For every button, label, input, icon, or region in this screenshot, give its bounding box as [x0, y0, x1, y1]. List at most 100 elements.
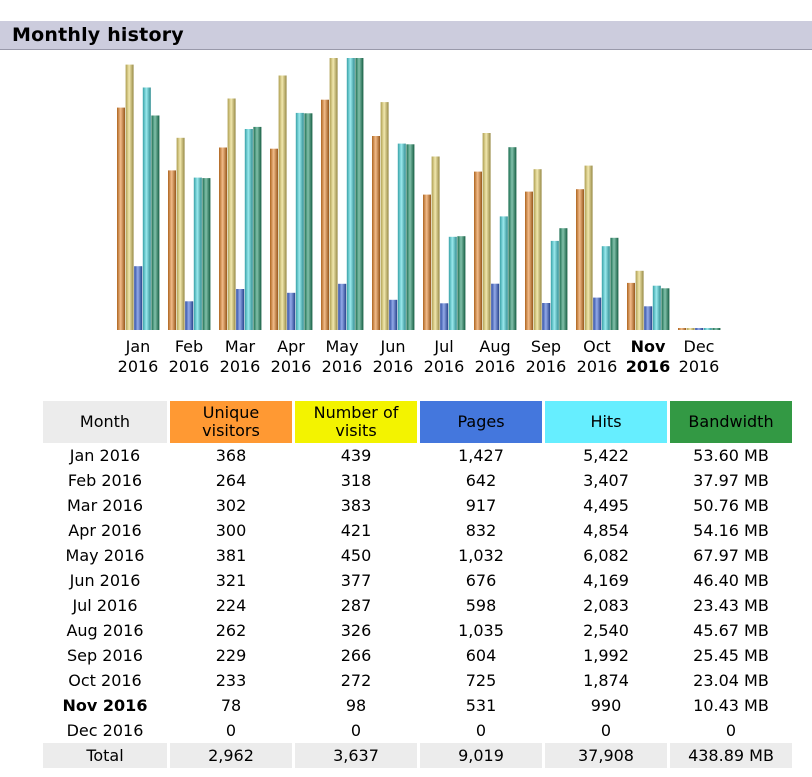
bar-pages-jan [134, 266, 143, 330]
cell-month: Jun 2016 [69, 571, 141, 590]
total-cell-pages: 9,019 [420, 743, 542, 768]
total-cell-hits: 37,908 [545, 743, 667, 768]
cell-bandwidth: 50.76 MB [693, 496, 769, 515]
section-header: Monthly history [0, 21, 812, 50]
table-row: Mar 2016 302 383 917 4,495 50.76 MB [43, 493, 792, 518]
bar-pages-nov [644, 306, 653, 330]
cell-unique-visitors: 321 [215, 571, 247, 590]
cell-visits: 383 [340, 496, 372, 515]
bar-bandwidth-jun [406, 144, 415, 330]
cell-bandwidth: 0 [725, 721, 737, 740]
x-label-month-oct: Oct [583, 337, 611, 356]
bar-pages-jul [440, 303, 449, 330]
cell-month: May 2016 [65, 546, 145, 565]
x-label-month-sep: Sep [531, 337, 561, 356]
cell-visits: 318 [340, 471, 372, 490]
bar-unique-visitors-feb [168, 170, 176, 330]
cell-visits: 421 [340, 521, 372, 540]
bar-unique-visitors-aug [474, 171, 482, 330]
cell-hits: 1,874 [583, 671, 629, 690]
cell-hits: 4,854 [583, 521, 629, 540]
bar-pages-apr [287, 292, 296, 330]
x-label-year-sep: 2016 [526, 357, 567, 376]
x-label-month-feb: Feb [175, 337, 203, 356]
bar-hits-feb [193, 177, 202, 330]
x-label-month-nov: Nov [631, 337, 666, 356]
cell-bandwidth: 23.04 MB [693, 671, 769, 690]
bar-hits-sep [550, 240, 559, 330]
bar-hits-jun [397, 143, 406, 330]
cell-visits: 450 [340, 546, 372, 565]
cell-bandwidth: 53.60 MB [693, 446, 769, 465]
cell-pages: 642 [465, 471, 497, 490]
bar-unique-visitors-may [321, 99, 329, 330]
bar-bandwidth-may [355, 58, 364, 330]
cell-visits: 98 [345, 696, 367, 715]
table-row: Jun 2016 321 377 676 4,169 46.40 MB [43, 568, 792, 593]
total-cell-unique-visitors: 2,962 [170, 743, 292, 768]
bar-visits-jan [125, 64, 134, 330]
cell-hits: 2,540 [583, 621, 629, 640]
cell-visits: 266 [340, 646, 372, 665]
x-label-month-jul: Jul [433, 337, 453, 356]
bar-bandwidth-oct [610, 237, 619, 330]
cell-month: Mar 2016 [67, 496, 143, 515]
cell-month: Apr 2016 [68, 521, 142, 540]
bar-visits-nov [635, 270, 644, 330]
x-label-month-jun: Jun [380, 337, 406, 356]
bar-unique-visitors-jul [423, 194, 431, 330]
cell-hits: 3,407 [583, 471, 629, 490]
cell-bandwidth: 54.16 MB [693, 521, 769, 540]
bar-unique-visitors-oct [576, 189, 584, 330]
cell-pages: 832 [465, 521, 497, 540]
cell-hits: 0 [600, 721, 612, 740]
x-label-year-oct: 2016 [577, 357, 618, 376]
bar-visits-aug [482, 133, 491, 330]
cell-pages: 676 [465, 571, 497, 590]
cell-month: Jul 2016 [72, 596, 138, 615]
cell-month: Oct 2016 [68, 671, 142, 690]
cell-hits: 2,083 [583, 596, 629, 615]
x-label-month-apr: Apr [277, 337, 305, 356]
cell-unique-visitors: 302 [215, 496, 247, 515]
cell-pages: 1,427 [458, 446, 504, 465]
cell-pages: 725 [465, 671, 497, 690]
total-cell-visits: 3,637 [295, 743, 417, 768]
x-label-month-aug: Aug [479, 337, 510, 356]
monthly-history-table: Month Unique visitors Number of visits P… [40, 401, 795, 768]
bar-hits-nov [652, 285, 661, 330]
bar-bandwidth-apr [304, 113, 313, 330]
cell-pages: 598 [465, 596, 497, 615]
cell-month: Jan 2016 [69, 446, 141, 465]
col-header-bandwidth: Bandwidth [670, 401, 792, 443]
bar-pages-aug [491, 283, 500, 330]
bar-hits-jul [448, 236, 457, 330]
cell-unique-visitors: 262 [215, 621, 247, 640]
bar-hits-dec [703, 328, 712, 330]
cell-bandwidth: 46.40 MB [693, 571, 769, 590]
table-body: Jan 2016 368 439 1,427 5,422 53.60 MB Feb 2016… [43, 443, 792, 768]
cell-pages: 917 [465, 496, 497, 515]
bar-unique-visitors-nov [627, 282, 635, 330]
bar-unique-visitors-dec [678, 328, 686, 330]
cell-hits: 990 [590, 696, 622, 715]
bar-hits-apr [295, 112, 304, 331]
table-row: Oct 2016 233 272 725 1,874 23.04 MB [43, 668, 792, 693]
bar-visits-feb [176, 137, 185, 330]
bar-hits-oct [601, 246, 610, 330]
cell-bandwidth: 25.45 MB [693, 646, 769, 665]
section-title: Monthly history [12, 24, 184, 46]
bar-bandwidth-mar [253, 126, 262, 331]
bar-visits-may [329, 58, 338, 330]
x-label-year-mar: 2016 [220, 357, 261, 376]
bar-visits-jun [380, 102, 389, 330]
cell-bandwidth: 67.97 MB [693, 546, 769, 565]
bar-unique-visitors-jan [117, 107, 125, 330]
table-total-row: Total 2,962 3,637 9,019 37,908 438.89 MB [43, 743, 792, 768]
x-label-month-jan: Jan [125, 337, 151, 356]
cell-unique-visitors: 300 [215, 521, 247, 540]
x-label-year-jan: 2016 [118, 357, 159, 376]
cell-pages: 1,035 [458, 621, 504, 640]
cell-hits: 4,495 [583, 496, 629, 515]
x-label-year-may: 2016 [322, 357, 363, 376]
